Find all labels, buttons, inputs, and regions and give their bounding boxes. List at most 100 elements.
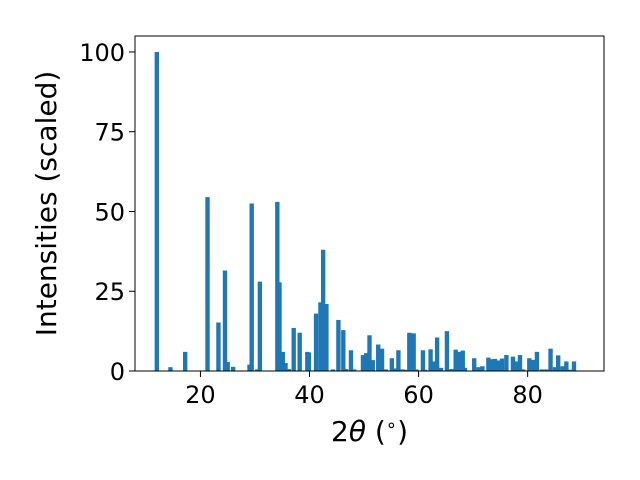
y-tick-label: 0: [110, 358, 125, 386]
bar: [434, 337, 440, 371]
bar: [457, 351, 462, 371]
bar: [472, 358, 477, 371]
bar: [225, 362, 230, 371]
x-tick-label: 80: [512, 381, 543, 409]
bar: [291, 327, 296, 371]
bar: [568, 369, 573, 371]
bar: [205, 197, 210, 371]
bar: [320, 249, 326, 371]
bar: [352, 369, 357, 371]
bar: [499, 358, 505, 371]
bar: [318, 302, 323, 371]
bar: [230, 366, 236, 371]
bar: [370, 360, 375, 371]
bar: [360, 355, 366, 371]
bar: [420, 350, 426, 371]
bar: [432, 361, 437, 371]
bar-series: [154, 51, 577, 371]
bar: [411, 333, 416, 371]
bar: [422, 369, 428, 371]
x-axis-label-symbol: θ: [349, 415, 366, 448]
bar: [313, 313, 319, 371]
bar: [492, 358, 498, 371]
bar: [414, 369, 419, 371]
bar: [283, 363, 288, 371]
bar: [376, 344, 381, 371]
bar: [548, 348, 553, 371]
bar: [489, 359, 494, 371]
bar: [393, 368, 398, 371]
bar: [428, 349, 433, 371]
bar: [552, 367, 558, 371]
bar: [514, 361, 519, 371]
bar: [438, 367, 444, 371]
bar: [379, 348, 385, 371]
y-axis-label: Intensities (scaled): [30, 71, 63, 337]
bar: [571, 361, 577, 371]
bar: [222, 270, 228, 371]
bar: [383, 369, 389, 371]
x-axis-label-degree: ∘: [386, 415, 397, 436]
bar: [254, 369, 260, 371]
bar: [257, 281, 263, 371]
bar: [168, 367, 173, 371]
x-tick-label: 40: [294, 381, 325, 409]
bar: [510, 356, 516, 371]
bar: [460, 350, 465, 371]
bar: [182, 351, 188, 371]
bar: [364, 353, 369, 371]
bar: [517, 355, 523, 371]
x-tick-label: 60: [403, 381, 434, 409]
bar: [343, 369, 349, 371]
bar: [564, 361, 569, 371]
bar: [348, 350, 354, 371]
x-axis-label-open: (: [366, 415, 386, 448]
x-axis-label-prefix: 2: [331, 415, 349, 448]
bar: [336, 319, 341, 371]
bar: [306, 352, 312, 371]
x-axis-label-close: ): [397, 415, 408, 448]
y-tick-label: 25: [94, 278, 125, 306]
y-axis: 0 25 50 75 100: [79, 39, 135, 386]
bar: [530, 359, 536, 371]
x-axis: 20 40 60 80: [185, 371, 543, 409]
plot-frame: [134, 35, 605, 372]
bar: [330, 369, 336, 371]
y-tick-label: 50: [94, 198, 125, 226]
x-tick-label: 20: [185, 381, 216, 409]
bar: [275, 201, 280, 371]
bar: [216, 322, 221, 371]
bar: [449, 369, 454, 371]
bar: [486, 357, 491, 371]
bar: [544, 369, 549, 371]
y-tick-label: 75: [94, 119, 125, 147]
bar: [324, 304, 329, 371]
bar: [277, 282, 282, 371]
bar: [407, 332, 412, 371]
bar: [453, 349, 458, 371]
bar: [402, 369, 408, 371]
bar: [297, 332, 302, 371]
x-axis-label: 2θ (∘): [331, 415, 408, 449]
bar: [396, 350, 401, 371]
bar: [280, 351, 285, 371]
bar: [247, 364, 252, 371]
bar: [389, 358, 395, 371]
bar: [480, 366, 485, 371]
bar: [444, 331, 450, 371]
bar: [560, 366, 565, 371]
bar: [286, 369, 291, 371]
bar: [534, 351, 540, 371]
bar: [504, 355, 509, 371]
bar: [367, 335, 372, 371]
bar: [154, 51, 159, 371]
bar: [476, 367, 481, 371]
bar: [527, 358, 532, 371]
bar: [462, 367, 468, 371]
bar: [496, 360, 501, 371]
bar: [539, 369, 545, 371]
bar: [249, 203, 254, 371]
bar: [521, 369, 526, 371]
bar: [341, 330, 346, 371]
